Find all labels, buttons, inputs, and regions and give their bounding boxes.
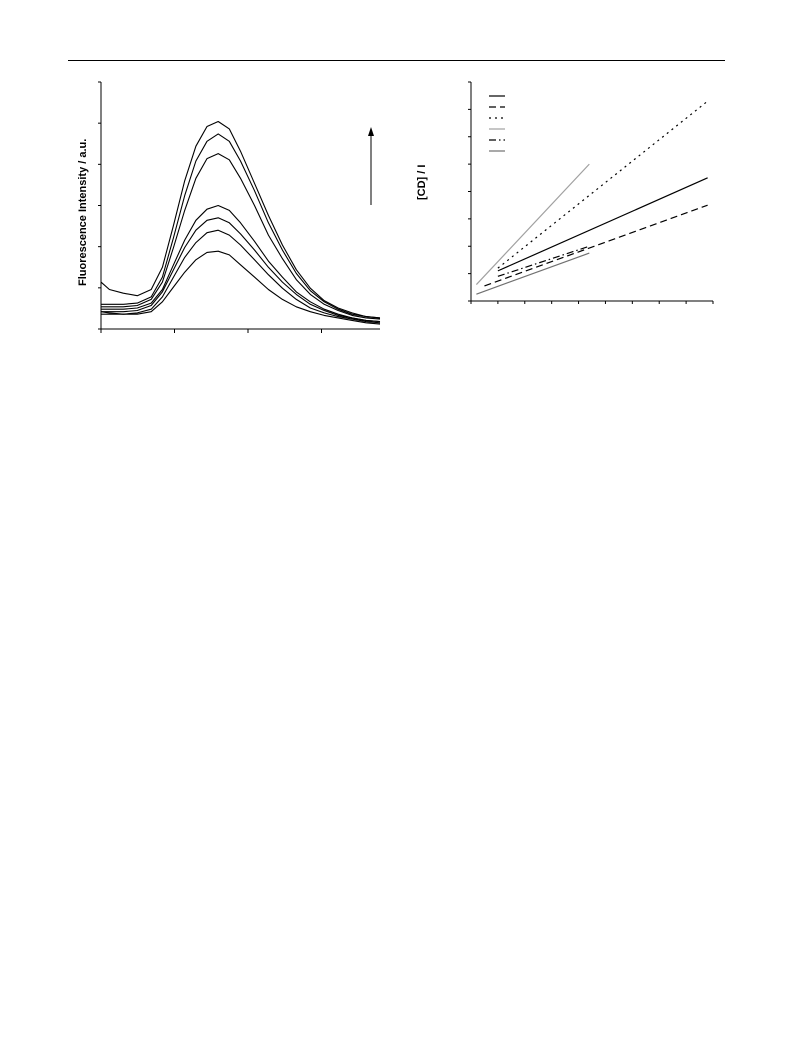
right-legend [489, 95, 505, 152]
left-y-axis-title: Fluorescence Intensity / a.u. [77, 139, 89, 286]
fluorescence-curve-7 [100, 120, 381, 319]
right-cd-ratio-chart: [CD] / I [416, 81, 714, 304]
fluorescence-curve-2 [101, 229, 381, 324]
page-header-rule [68, 60, 725, 61]
trend-line-4 [475, 163, 590, 285]
fluorescence-curve-4 [101, 204, 381, 323]
fluorescence-curve-3 [101, 217, 381, 323]
trend-line-6 [476, 252, 590, 295]
fluorescence-curve-1 [100, 250, 381, 325]
increase-arrow-head [368, 127, 374, 136]
left-fluorescence-chart: Fluorescence Intensity / a.u. [77, 81, 381, 333]
fluorescence-curve-6 [101, 133, 381, 319]
fluorescence-curve-5 [101, 153, 381, 320]
trend-line-3 [497, 100, 708, 269]
right-y-axis-title: [CD] / I [416, 165, 428, 200]
trend-line-5 [497, 245, 590, 277]
trend-line-1 [497, 177, 708, 272]
trend-line-2 [484, 204, 708, 287]
